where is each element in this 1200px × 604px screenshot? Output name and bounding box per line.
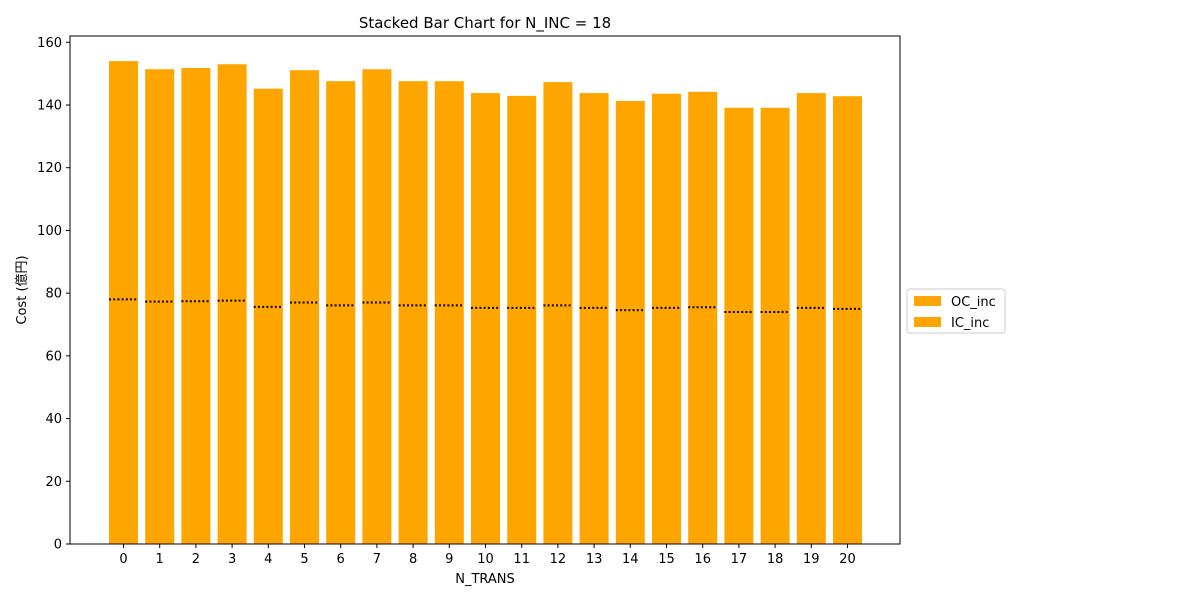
bar-ic-inc [724, 311, 754, 544]
bar-ic-inc [326, 305, 356, 544]
bar-oc-inc [760, 107, 790, 312]
bar-oc-inc [507, 95, 537, 308]
x-tick-label: 16 [694, 552, 711, 567]
y-tick-label: 140 [37, 98, 62, 113]
bar-ic-inc [833, 308, 862, 544]
bar-oc-inc [724, 107, 754, 312]
bar-ic-inc [543, 305, 573, 544]
bar-oc-inc [688, 91, 718, 308]
bar-oc-inc [543, 82, 573, 306]
x-axis-label: N_TRANS [455, 572, 515, 587]
bar-ic-inc [615, 310, 645, 544]
bar-oc-inc [796, 93, 826, 308]
y-tick-label: 120 [37, 161, 62, 176]
x-tick-label: 10 [477, 552, 494, 567]
x-tick-label: 14 [622, 552, 639, 567]
x-tick-label: 15 [658, 552, 675, 567]
x-tick-label: 1 [156, 552, 164, 567]
bar-ic-inc [760, 311, 790, 544]
x-tick-label: 3 [228, 552, 236, 567]
x-tick-label: 8 [409, 552, 417, 567]
y-tick-label: 80 [45, 287, 62, 302]
x-tick-label: 11 [513, 552, 530, 567]
legend-swatch [914, 296, 941, 306]
bar-ic-inc [217, 300, 247, 544]
bar-ic-inc [652, 307, 681, 544]
y-tick-label: 100 [37, 224, 62, 239]
legend-swatch [914, 317, 941, 327]
bar-ic-inc [688, 307, 718, 544]
bar-oc-inc [362, 69, 392, 303]
y-tick-label: 160 [37, 36, 62, 51]
bar-oc-inc [145, 69, 175, 302]
axes-frame [69, 35, 901, 545]
x-tick-label: 0 [119, 552, 127, 567]
x-tick-label: 17 [731, 552, 748, 567]
bar-oc-inc [833, 96, 862, 309]
bar-oc-inc [579, 93, 609, 308]
y-tick-label: 60 [45, 349, 62, 364]
bar-oc-inc [253, 88, 283, 307]
bar-oc-inc [181, 67, 211, 302]
x-tick-label: 9 [445, 552, 453, 567]
bar-ic-inc [398, 305, 428, 544]
x-tick-label: 7 [373, 552, 381, 567]
x-tick-label: 4 [264, 552, 272, 567]
bar-ic-inc [434, 305, 464, 544]
bar-oc-inc [615, 100, 645, 311]
x-tick-label: 18 [767, 552, 784, 567]
y-axis-label: Cost (億円) [14, 255, 30, 324]
bar-ic-inc [109, 299, 138, 544]
bar-oc-inc [434, 81, 464, 306]
legend-label: OC_inc [951, 295, 996, 310]
bar-oc-inc [290, 70, 319, 303]
y-tick-label: 20 [45, 475, 62, 490]
x-tick-label: 20 [839, 552, 856, 567]
bar-oc-inc [326, 81, 356, 306]
bar-ic-inc [507, 307, 537, 544]
chart-title: Stacked Bar Chart for N_INC = 18 [359, 14, 611, 33]
bar-ic-inc [145, 301, 175, 544]
x-tick-label: 2 [192, 552, 200, 567]
bar-ic-inc [471, 307, 500, 544]
bar-oc-inc [109, 61, 138, 300]
bar-ic-inc [362, 302, 392, 544]
x-tick-label: 5 [300, 552, 308, 567]
plot-area: 0 1 2 3 4 5 6 7 8 9 10 11 12 13 14 15 16 17 18 19 2002040608… [37, 35, 901, 567]
bar-oc-inc [471, 93, 500, 308]
bar-ic-inc [290, 302, 319, 544]
x-tick-label: 12 [550, 552, 567, 567]
y-tick-label: 0 [54, 538, 62, 553]
bar-ic-inc [181, 301, 211, 544]
x-tick-label: 13 [586, 552, 603, 567]
legend: OC_inc IC_inc [906, 288, 1006, 334]
legend-label: IC_inc [951, 316, 989, 331]
x-tick-label: 6 [337, 552, 345, 567]
bar-oc-inc [398, 81, 428, 306]
bar-ic-inc [253, 306, 283, 544]
bar-oc-inc [217, 64, 247, 301]
bar-ic-inc [579, 307, 609, 544]
bar-oc-inc [652, 93, 681, 308]
bar-ic-inc [796, 307, 826, 544]
x-tick-label: 19 [803, 552, 820, 567]
y-tick-label: 40 [45, 412, 62, 427]
